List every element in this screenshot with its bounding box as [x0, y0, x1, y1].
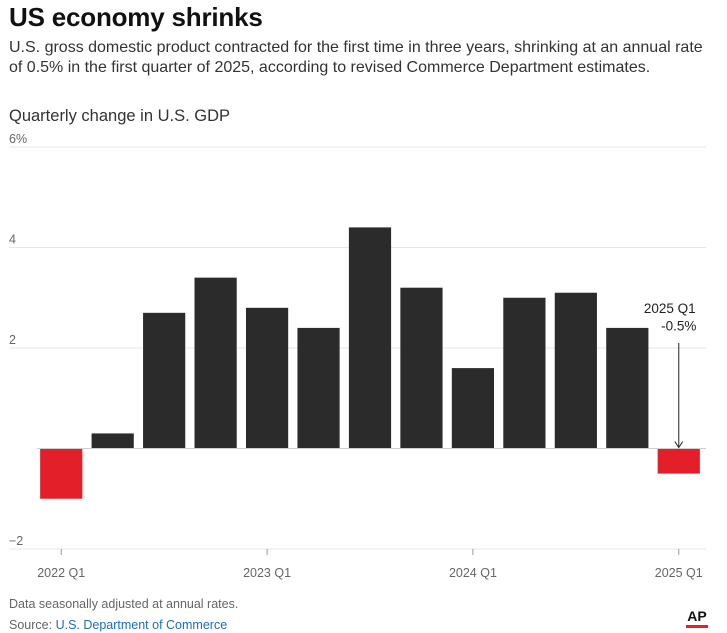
- x-axis-ticks: 2022 Q1 2023 Q1 2024 Q1 2025 Q1: [37, 549, 703, 580]
- chart-title: US economy shrinks: [9, 2, 263, 32]
- bar-2023-q4: [400, 287, 443, 449]
- bars: [40, 227, 700, 499]
- source-link[interactable]: U.S. Department of Commerce: [55, 618, 228, 632]
- source-line: Source: U.S. Department of Commerce: [9, 618, 227, 632]
- y-axis-tick-labels: −2 2 4 6%: [9, 132, 27, 548]
- bar-2024-q2: [503, 297, 546, 449]
- chart-heading: Quarterly change in U.S. GDP: [9, 107, 231, 125]
- bar-2025-q1: [657, 448, 700, 474]
- annotation-label-value: -0.5%: [661, 318, 696, 333]
- ap-logo-text: AP: [687, 608, 707, 624]
- y-tick-label: −2: [9, 534, 23, 548]
- y-tick-label: 2: [9, 333, 16, 347]
- x-tick-label: 2024 Q1: [449, 566, 497, 580]
- annotation-label-quarter: 2025 Q1: [644, 301, 696, 316]
- chart-subtitle: U.S. gross domestic product contracted f…: [9, 39, 703, 76]
- ap-logo: AP: [686, 609, 708, 628]
- x-tick-label: 2022 Q1: [37, 566, 85, 580]
- source-prefix: Source:: [9, 618, 56, 632]
- bar-2023-q2: [297, 327, 340, 449]
- bar-2023-q3: [348, 227, 392, 449]
- annotation-2025-q1: 2025 Q1 -0.5%: [644, 301, 696, 449]
- y-tick-label: 6%: [9, 132, 27, 146]
- bar-2024-q4: [606, 327, 649, 449]
- bar-2023-q1: [245, 307, 289, 449]
- bar-2024-q3: [554, 292, 597, 449]
- bar-2024-q1: [451, 368, 495, 449]
- y-tick-label: 4: [9, 233, 16, 247]
- bar-2022-q2: [91, 433, 134, 449]
- bar-2022-q4: [194, 277, 237, 449]
- x-tick-label: 2025 Q1: [655, 566, 703, 580]
- bar-2022-q3: [143, 312, 186, 449]
- bar-2022-q1: [40, 448, 83, 499]
- gdp-bar-chart: −2 2 4 6% 2022 Q1 2023 Q1 2024 Q1 2025 Q1 2025…: [9, 132, 706, 580]
- ap-logo-bar: [686, 625, 708, 628]
- annotation-arrow-head: [674, 441, 684, 449]
- x-tick-label: 2023 Q1: [243, 566, 291, 580]
- footnote: Data seasonally adjusted at annual rates…: [9, 597, 239, 611]
